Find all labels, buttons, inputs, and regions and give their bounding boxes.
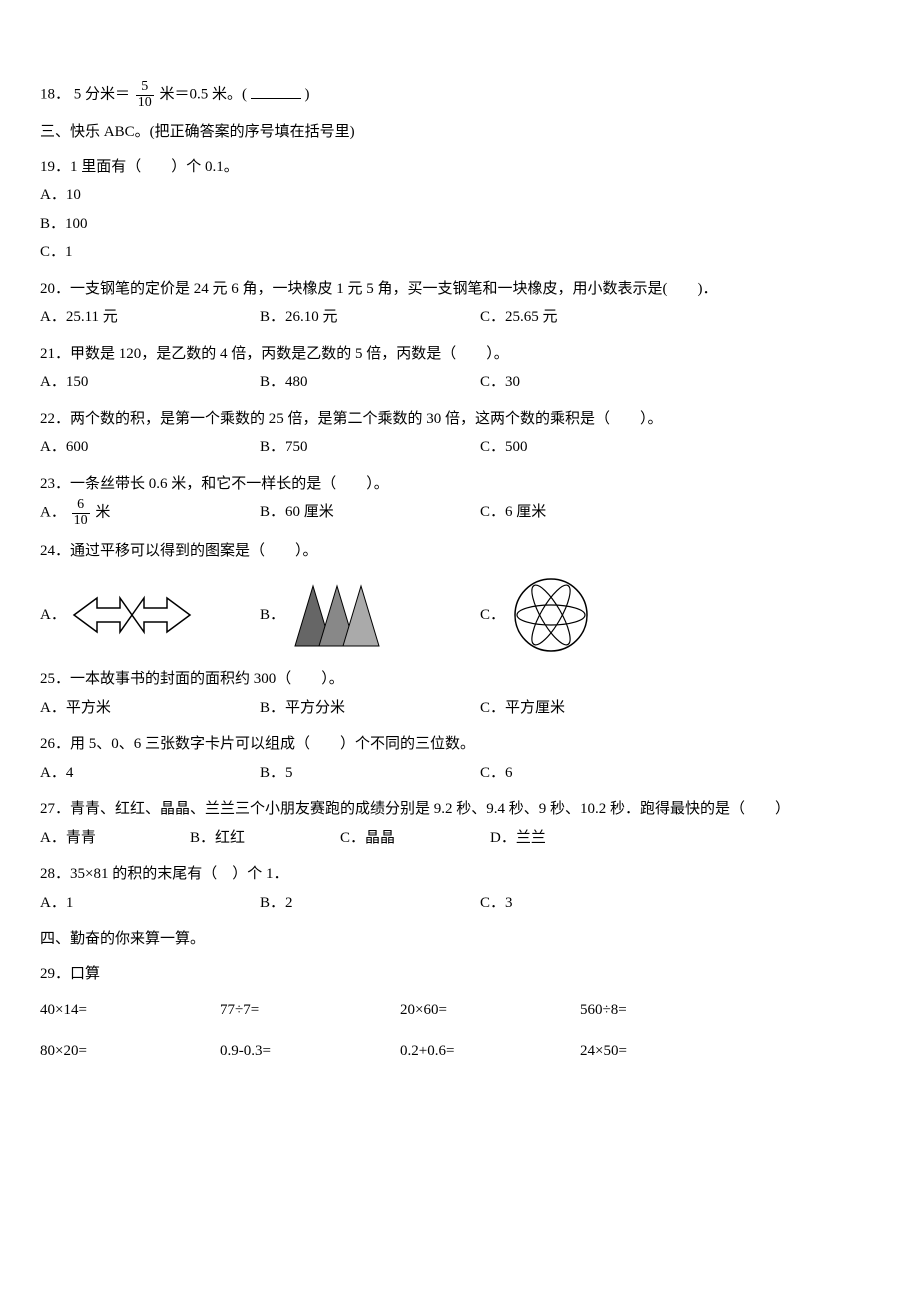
q18-num: 18． [40, 87, 70, 103]
calc-row-2: 80×20= 0.9-0.3= 0.2+0.6= 24×50= [40, 1037, 880, 1066]
calc-3: 20×60= [400, 996, 580, 1025]
question-29: 29．口算 [40, 960, 880, 989]
q22-text: 22．两个数的积，是第一个乘数的 25 倍，是第二个乘数的 30 倍，这两个数的… [40, 405, 880, 434]
q22-opt-c[interactable]: C．500 [480, 433, 700, 462]
section-3-heading: 三、快乐 ABC。(把正确答案的序号填在括号里) [40, 118, 880, 147]
q27-opt-b[interactable]: B．红红 [190, 824, 340, 853]
frac-den: 10 [136, 95, 154, 111]
q23-opt-b[interactable]: B．60 厘米 [260, 498, 480, 528]
calc-1: 40×14= [40, 996, 220, 1025]
q18-mid: 米＝0.5 米。( [160, 87, 248, 103]
q26-options: A．4 B．5 C．6 [40, 759, 880, 788]
question-23: 23．一条丝带长 0.6 米，和它不一样长的是（ ）。 A． 6 10 米 B．… [40, 470, 880, 529]
question-19: 19．1 里面有（ ）个 0.1。 A．10 B．100 C．1 [40, 153, 880, 267]
question-20: 20．一支钢笔的定价是 24 元 6 角，一块橡皮 1 元 5 角，买一支钢笔和… [40, 275, 880, 332]
q27-opt-d[interactable]: D．兰兰 [490, 824, 640, 853]
q24-a-label: A． [40, 601, 66, 630]
question-27: 27．青青、红红、晶晶、兰兰三个小朋友赛跑的成绩分别是 9.2 秒、9.4 秒、… [40, 795, 880, 852]
q23-options: A． 6 10 米 B．60 厘米 C．6 厘米 [40, 498, 880, 528]
question-24: 24．通过平移可以得到的图案是（ ）。 A． B． C． [40, 537, 880, 656]
calc-2: 77÷7= [220, 996, 400, 1025]
q23-a-prefix: A． [40, 505, 66, 521]
frac-num: 6 [77, 498, 84, 513]
calc-6: 0.9-0.3= [220, 1037, 400, 1066]
q26-opt-b[interactable]: B．5 [260, 759, 480, 788]
q28-text: 28．35×81 的积的末尾有（ ）个 1． [40, 860, 880, 889]
section-4-heading: 四、勤奋的你来算一算。 [40, 925, 880, 954]
q24-opt-c[interactable]: C． [480, 575, 700, 655]
q20-text: 20．一支钢笔的定价是 24 元 6 角，一块橡皮 1 元 5 角，买一支钢笔和… [40, 275, 880, 304]
q23-a-suffix: 米 [95, 505, 110, 521]
question-28: 28．35×81 的积的末尾有（ ）个 1． A．1 B．2 C．3 [40, 860, 880, 917]
q24-opt-b[interactable]: B． [260, 580, 480, 650]
q26-opt-a[interactable]: A．4 [40, 759, 260, 788]
q21-text: 21．甲数是 120，是乙数的 4 倍，丙数是乙数的 5 倍，丙数是（ ）。 [40, 340, 880, 369]
q18-prefix: 5 分米＝ [74, 87, 130, 103]
q27-options: A．青青 B．红红 C．晶晶 D．兰兰 [40, 824, 880, 853]
q25-text: 25．一本故事书的封面的面积约 300（ ）。 [40, 665, 880, 694]
q24-options: A． B． C． [40, 575, 880, 655]
q23-opt-a[interactable]: A． 6 10 米 [40, 498, 260, 528]
fraction-6-10: 6 10 [72, 498, 90, 528]
question-18: 18． 5 分米＝ 5 10 米＝0.5 米。( ) [40, 80, 880, 110]
q21-opt-a[interactable]: A．150 [40, 368, 260, 397]
q26-text: 26．用 5、0、6 三张数字卡片可以组成（ ）个不同的三位数。 [40, 730, 880, 759]
frac-den: 10 [72, 513, 90, 529]
q25-opt-c[interactable]: C．平方厘米 [480, 694, 700, 723]
q22-opt-b[interactable]: B．750 [260, 433, 480, 462]
q28-options: A．1 B．2 C．3 [40, 889, 880, 918]
q26-opt-c[interactable]: C．6 [480, 759, 700, 788]
q18-suffix: ) [305, 87, 310, 103]
q24-opt-a[interactable]: A． [40, 590, 260, 640]
calc-row-1: 40×14= 77÷7= 20×60= 560÷8= [40, 996, 880, 1025]
q20-opt-b[interactable]: B．26.10 元 [260, 303, 480, 332]
q24-b-label: B． [260, 601, 285, 630]
question-22: 22．两个数的积，是第一个乘数的 25 倍，是第二个乘数的 30 倍，这两个数的… [40, 405, 880, 462]
calc-4: 560÷8= [580, 996, 760, 1025]
q19-opt-b[interactable]: B．100 [40, 210, 880, 239]
q28-opt-a[interactable]: A．1 [40, 889, 260, 918]
q19-opt-c[interactable]: C．1 [40, 238, 880, 267]
frac-num: 5 [141, 80, 148, 95]
q20-opt-a[interactable]: A．25.11 元 [40, 303, 260, 332]
q28-opt-b[interactable]: B．2 [260, 889, 480, 918]
q23-text: 23．一条丝带长 0.6 米，和它不一样长的是（ ）。 [40, 470, 880, 499]
double-arrow-icon [72, 590, 192, 640]
q21-opt-c[interactable]: C．30 [480, 368, 700, 397]
calc-8: 24×50= [580, 1037, 760, 1066]
q25-opt-b[interactable]: B．平方分米 [260, 694, 480, 723]
q27-opt-c[interactable]: C．晶晶 [340, 824, 490, 853]
calc-7: 0.2+0.6= [400, 1037, 580, 1066]
q25-options: A．平方米 B．平方分米 C．平方厘米 [40, 694, 880, 723]
q20-options: A．25.11 元 B．26.10 元 C．25.65 元 [40, 303, 880, 332]
blank-input[interactable] [251, 85, 301, 99]
q24-c-label: C． [480, 601, 505, 630]
q28-opt-c[interactable]: C．3 [480, 889, 700, 918]
q22-options: A．600 B．750 C．500 [40, 433, 880, 462]
question-26: 26．用 5、0、6 三张数字卡片可以组成（ ）个不同的三位数。 A．4 B．5… [40, 730, 880, 787]
q21-opt-b[interactable]: B．480 [260, 368, 480, 397]
q27-opt-a[interactable]: A．青青 [40, 824, 190, 853]
fraction-5-10: 5 10 [136, 80, 154, 110]
question-25: 25．一本故事书的封面的面积约 300（ ）。 A．平方米 B．平方分米 C．平… [40, 665, 880, 722]
q19-opt-a[interactable]: A．10 [40, 181, 880, 210]
q25-opt-a[interactable]: A．平方米 [40, 694, 260, 723]
q22-opt-a[interactable]: A．600 [40, 433, 260, 462]
q20-opt-c[interactable]: C．25.65 元 [480, 303, 700, 332]
q24-text: 24．通过平移可以得到的图案是（ ）。 [40, 537, 880, 566]
q21-options: A．150 B．480 C．30 [40, 368, 880, 397]
q19-text: 19．1 里面有（ ）个 0.1。 [40, 153, 880, 182]
triangles-icon [291, 580, 381, 650]
flower-circle-icon [511, 575, 591, 655]
q27-text: 27．青青、红红、晶晶、兰兰三个小朋友赛跑的成绩分别是 9.2 秒、9.4 秒、… [40, 795, 880, 824]
question-21: 21．甲数是 120，是乙数的 4 倍，丙数是乙数的 5 倍，丙数是（ ）。 A… [40, 340, 880, 397]
calc-5: 80×20= [40, 1037, 220, 1066]
q23-opt-c[interactable]: C．6 厘米 [480, 498, 700, 528]
